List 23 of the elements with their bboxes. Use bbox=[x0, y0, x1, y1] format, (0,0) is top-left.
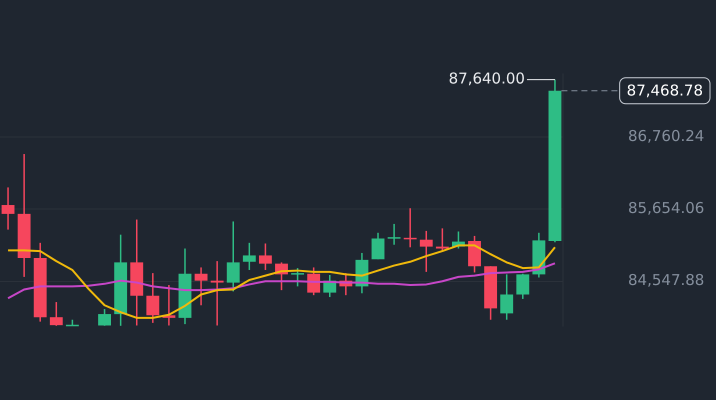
candlestick bbox=[146, 272, 160, 324]
candlestick bbox=[210, 260, 224, 326]
candlestick bbox=[258, 242, 272, 271]
candlestick bbox=[50, 301, 63, 327]
candlestick bbox=[516, 273, 530, 300]
candlestick bbox=[226, 220, 240, 292]
candlestick bbox=[420, 230, 433, 273]
candlestick bbox=[404, 207, 417, 248]
candlestick bbox=[98, 308, 111, 327]
y-tick-label: 86,760.24 bbox=[628, 126, 704, 145]
y-tick-label: 84,547.88 bbox=[628, 271, 704, 290]
candlestick bbox=[500, 274, 514, 320]
ref-line-label: 87,468.78 bbox=[626, 82, 704, 100]
candlestick bbox=[436, 228, 449, 252]
candlestick bbox=[388, 223, 401, 246]
candlestick bbox=[291, 267, 304, 288]
candlestick bbox=[66, 318, 79, 327]
candlestick bbox=[242, 242, 256, 271]
y-tick-label: 85,654.06 bbox=[628, 199, 704, 218]
annotation: 87,640.00 bbox=[448, 70, 525, 88]
candlestick bbox=[372, 232, 384, 260]
candlestick bbox=[194, 266, 208, 306]
candlestick bbox=[2, 186, 14, 230]
